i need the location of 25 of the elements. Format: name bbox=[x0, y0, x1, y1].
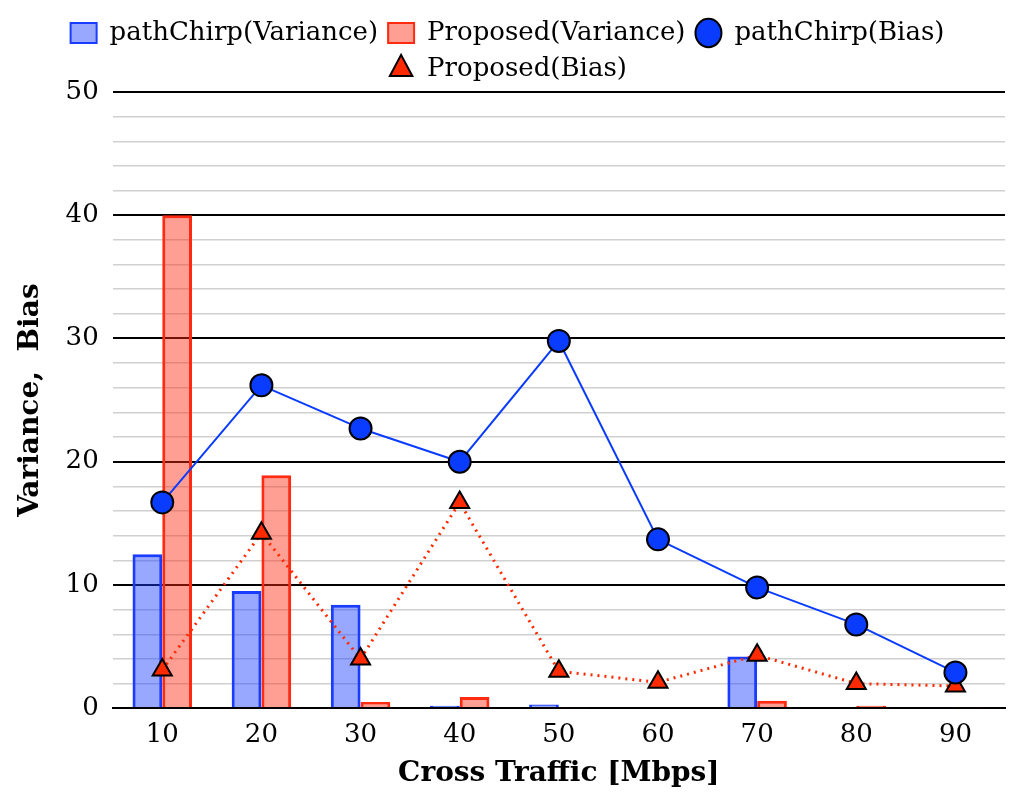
x-tick-label: 30 bbox=[344, 717, 378, 748]
legend-label: Proposed(Bias) bbox=[427, 51, 627, 82]
x-tick-label: 10 bbox=[145, 717, 179, 748]
x-tick-label: 60 bbox=[641, 717, 675, 748]
bar bbox=[132, 554, 163, 708]
y-tick-label: 20 bbox=[65, 444, 99, 475]
y-tick-label: 40 bbox=[65, 197, 99, 228]
x-tick-label: 20 bbox=[244, 717, 278, 748]
x-tick-label: 70 bbox=[740, 717, 774, 748]
x-tick-label: 90 bbox=[938, 717, 972, 748]
bar bbox=[261, 475, 292, 708]
y-tick-label: 30 bbox=[65, 321, 99, 352]
y-tick-label: 50 bbox=[65, 74, 99, 105]
x-tick-label: 80 bbox=[839, 717, 873, 748]
y-axis-title: Variance, Bias bbox=[12, 283, 46, 518]
bar bbox=[459, 697, 490, 708]
x-tick-label: 50 bbox=[542, 717, 576, 748]
legend-label: Proposed(Variance) bbox=[427, 15, 686, 46]
x-axis-title: Cross Traffic [Mbps] bbox=[398, 755, 720, 789]
y-tick-label: 0 bbox=[82, 690, 99, 721]
y-tick-label: 10 bbox=[65, 567, 99, 598]
x-tick-label: 40 bbox=[443, 717, 477, 748]
legend-label: pathChirp(Variance) bbox=[109, 15, 379, 46]
legend-label: pathChirp(Bias) bbox=[734, 15, 945, 46]
bar bbox=[162, 215, 192, 708]
